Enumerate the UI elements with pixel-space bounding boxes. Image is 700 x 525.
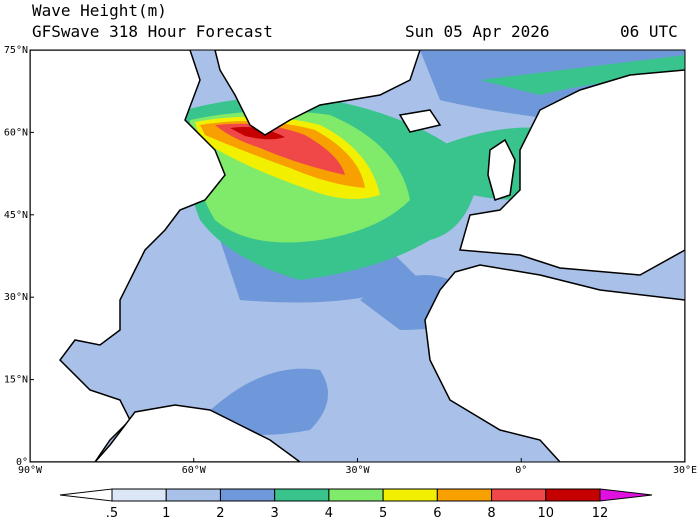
south-america bbox=[93, 404, 302, 462]
greenland bbox=[214, 50, 421, 136]
lat-label: 15°N bbox=[4, 375, 28, 386]
colorbar-swatch bbox=[219, 488, 276, 502]
iceland bbox=[398, 109, 442, 133]
britain bbox=[487, 138, 516, 201]
colorbar-label: .5 bbox=[106, 506, 118, 521]
colorbar-arrow bbox=[599, 488, 653, 502]
colorbar-swatch bbox=[328, 488, 384, 502]
colorbar-label: 2 bbox=[216, 506, 224, 521]
map bbox=[29, 49, 686, 463]
africa bbox=[424, 264, 685, 462]
lon-label: 0° bbox=[515, 465, 527, 476]
lat-label: 45°N bbox=[4, 210, 28, 221]
colorbar-label: 10 bbox=[538, 506, 555, 521]
europe bbox=[459, 69, 685, 276]
lon-label: 30°E bbox=[673, 465, 697, 476]
colorbar-label: 8 bbox=[487, 506, 495, 521]
colorbar-swatch bbox=[436, 488, 493, 502]
wave-10-12 bbox=[230, 127, 285, 140]
colorbar-swatch bbox=[274, 488, 330, 502]
colorbar-label: 12 bbox=[592, 506, 609, 521]
date: Sun 05 Apr 2026 bbox=[405, 22, 550, 41]
lon-label: 60°W bbox=[182, 465, 207, 476]
time: 06 UTC bbox=[620, 22, 678, 41]
subtitle: GFSwave 318 Hour Forecast bbox=[32, 22, 273, 41]
colorbar-arrow bbox=[59, 488, 113, 502]
colorbar-swatch bbox=[111, 488, 167, 502]
lat-label: 60°N bbox=[4, 127, 28, 138]
lat-label: 0° bbox=[16, 457, 28, 468]
colorbar-label: 3 bbox=[271, 506, 279, 521]
lat-label: 75°N bbox=[4, 45, 28, 56]
colorbar-swatch bbox=[382, 488, 438, 502]
colorbar-swatch bbox=[165, 488, 221, 502]
colorbar-label: 6 bbox=[433, 506, 441, 521]
title: Wave Height(m) bbox=[32, 1, 167, 20]
lon-label: 30°W bbox=[345, 465, 370, 476]
lon-label: 90°W bbox=[18, 465, 43, 476]
colorbar-label: 4 bbox=[325, 506, 333, 521]
colorbar-swatch bbox=[545, 488, 601, 502]
colorbar-label: 5 bbox=[379, 506, 387, 521]
colorbar-swatch bbox=[491, 488, 547, 502]
colorbar-label: 1 bbox=[162, 506, 170, 521]
lat-label: 30°N bbox=[4, 292, 28, 303]
